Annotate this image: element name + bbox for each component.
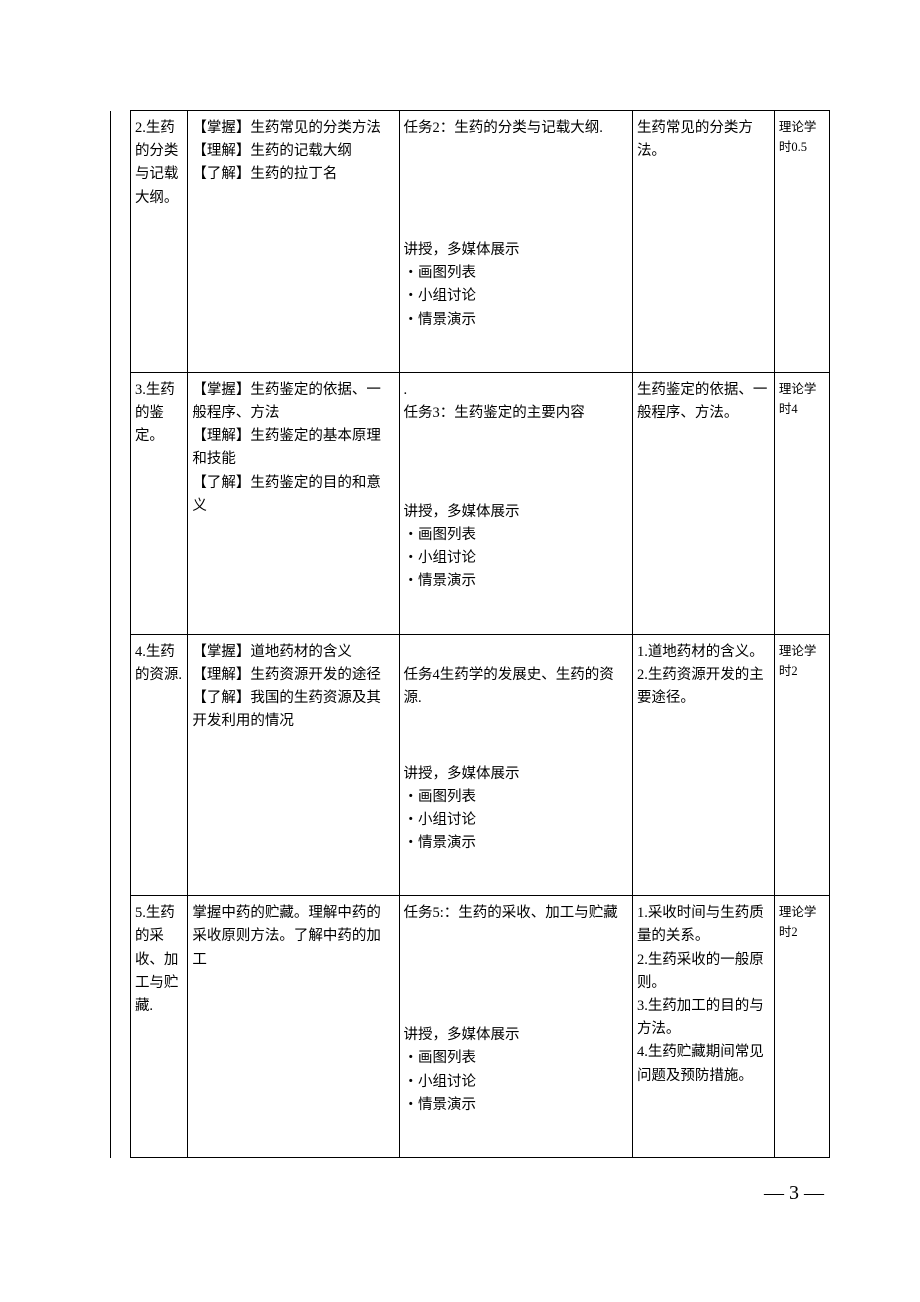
topic-cell: 3.生药的鉴定。 (130, 372, 187, 634)
document-page: 2.生药的分类与记载大纲。【掌握】生药常见的分类方法 【理解】生药的记载大纲 【… (0, 0, 920, 1255)
method-cell: 讲授，多媒体展示 ・画图列表 ・小组讨论 ・情景演示 (399, 1018, 632, 1157)
task-cell: 任务4生药学的发展史、生药的资源. (399, 634, 632, 757)
keypoint-cell: 生药常见的分类方法。 (632, 111, 774, 373)
objective-cell: 【掌握】生药常见的分类方法 【理解】生药的记载大纲 【了解】生药的拉丁名 (188, 111, 399, 373)
keypoint-cell: 1.采收时间与生药质量的关系。 2.生药采收的一般原则。 3.生药加工的目的与方… (632, 896, 774, 1158)
method-cell: 讲授，多媒体展示 ・画图列表 ・小组讨论 ・情景演示 (399, 757, 632, 896)
method-cell: 讲授，多媒体展示 ・画图列表 ・小组讨论 ・情景演示 (399, 495, 632, 634)
task-cell: 任务5:：生药的采收、加工与贮藏 (399, 896, 632, 1019)
syllabus-table: 2.生药的分类与记载大纲。【掌握】生药常见的分类方法 【理解】生药的记载大纲 【… (110, 110, 830, 1158)
row-spacer (111, 372, 131, 634)
objective-cell: 掌握中药的贮藏。理解中药的采收原则方法。了解中药的加工 (188, 896, 399, 1158)
hours-cell: 理论学时0.5 (774, 111, 829, 373)
hours-cell: 理论学时2 (774, 634, 829, 896)
page-number: — 3 — (110, 1182, 830, 1205)
hours-cell: 理论学时2 (774, 896, 829, 1158)
task-cell: . 任务3：生药鉴定的主要内容 (399, 372, 632, 495)
keypoint-cell: 生药鉴定的依据、一般程序、方法。 (632, 372, 774, 634)
method-cell: 讲授，多媒体展示 ・画图列表 ・小组讨论 ・情景演示 (399, 233, 632, 372)
task-cell: 任务2：生药的分类与记载大纲. (399, 111, 632, 234)
row-spacer (111, 896, 131, 1158)
objective-cell: 【掌握】道地药材的含义 【理解】生药资源开发的途径 【了解】我国的生药资源及其开… (188, 634, 399, 896)
topic-cell: 4.生药的资源. (130, 634, 187, 896)
row-spacer (111, 634, 131, 896)
topic-cell: 2.生药的分类与记载大纲。 (130, 111, 187, 373)
keypoint-cell: 1.道地药材的含义。 2.生药资源开发的主要途径。 (632, 634, 774, 896)
topic-cell: 5.生药的采收、加工与贮藏. (130, 896, 187, 1158)
objective-cell: 【掌握】生药鉴定的依据、一般程序、方法 【理解】生药鉴定的基本原理和技能 【了解… (188, 372, 399, 634)
hours-cell: 理论学时4 (774, 372, 829, 634)
row-spacer (111, 111, 131, 373)
